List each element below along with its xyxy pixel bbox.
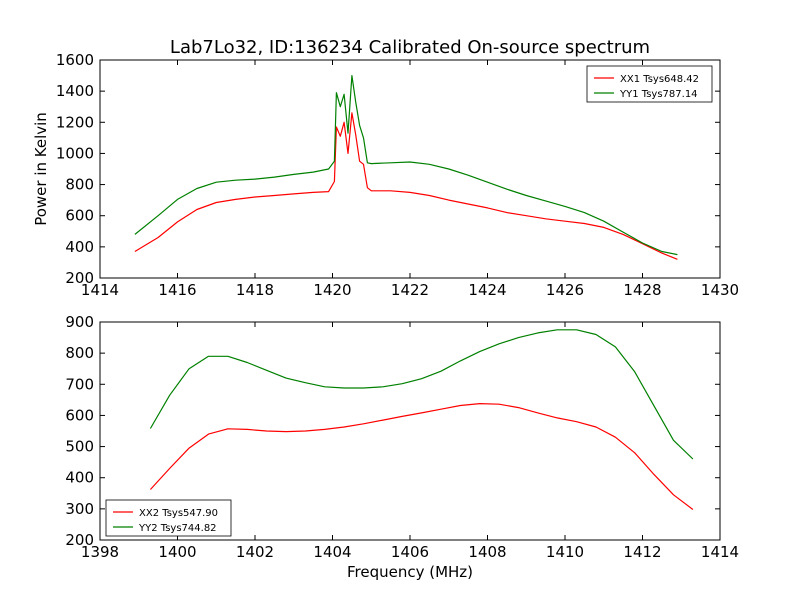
series-line-2-2 [149, 329, 694, 460]
y-tick-label: 600 [65, 406, 94, 424]
y-tick-label: 1200 [56, 113, 94, 131]
x-tick-label: 1404 [313, 543, 351, 561]
x-tick-label: 1414 [701, 543, 739, 561]
y-tick-label: 800 [65, 344, 94, 362]
x-tick-label: 1412 [623, 543, 661, 561]
x-tick-label: 1410 [546, 543, 584, 561]
x-tick-label: 1426 [546, 281, 584, 299]
x-tick-label: 1406 [391, 543, 429, 561]
x-tick-label: 1402 [236, 543, 274, 561]
y-axis-label: Power in Kelvin [32, 112, 50, 226]
x-tick-label: 1400 [158, 543, 196, 561]
legend-box-1 [586, 65, 713, 103]
x-tick-label: 1398 [81, 543, 119, 561]
x-tick-label: 1430 [701, 281, 739, 299]
y-tick-label: 200 [65, 531, 94, 549]
x-tick-label: 1428 [623, 281, 661, 299]
x-tick-label: 1420 [313, 281, 351, 299]
x-tick-label: 1424 [468, 281, 506, 299]
legend-label: XX1 Tsys648.42 [620, 74, 699, 85]
y-tick-label: 600 [65, 207, 94, 225]
y-tick-label: 400 [65, 238, 94, 256]
y-tick-label: 900 [65, 313, 94, 331]
x-tick-label: 1418 [236, 281, 274, 299]
x-tick-label: 1414 [81, 281, 119, 299]
x-tick-label: 1408 [468, 543, 506, 561]
series-line-2-1 [149, 403, 694, 510]
y-tick-label: 1600 [56, 51, 94, 69]
legend-label: XX2 Tsys547.90 [139, 508, 218, 519]
y-tick-label: 700 [65, 375, 94, 393]
y-tick-label: 200 [65, 269, 94, 287]
plot-top: 1414 1416 1418 1420 1422 1424 1426 1428 1430 200 4… [56, 51, 739, 299]
x-tick-label: 1422 [391, 281, 429, 299]
x-axis-label: Frequency (MHz) [347, 563, 473, 581]
legend-box-2 [105, 499, 232, 537]
y-tick-label: 1400 [56, 82, 94, 100]
y-tick-label: 1000 [56, 144, 94, 162]
series-line-1-1 [134, 112, 678, 260]
plot-bottom: 1398 1400 1402 1404 1406 1408 1410 1412 1414 200 3… [65, 313, 739, 561]
x-tick-label: 1416 [158, 281, 196, 299]
chart-title: Lab7Lo32, ID:136234 Calibrated On-source… [170, 37, 650, 58]
y-tick-label: 800 [65, 176, 94, 194]
legend-label: YY2 Tsys744.82 [138, 523, 217, 534]
legend-label: YY1 Tsys787.14 [619, 89, 698, 100]
y-tick-label: 500 [65, 438, 94, 456]
series-line-1-2 [134, 75, 678, 256]
y-tick-label: 400 [65, 469, 94, 487]
y-tick-label: 300 [65, 500, 94, 518]
